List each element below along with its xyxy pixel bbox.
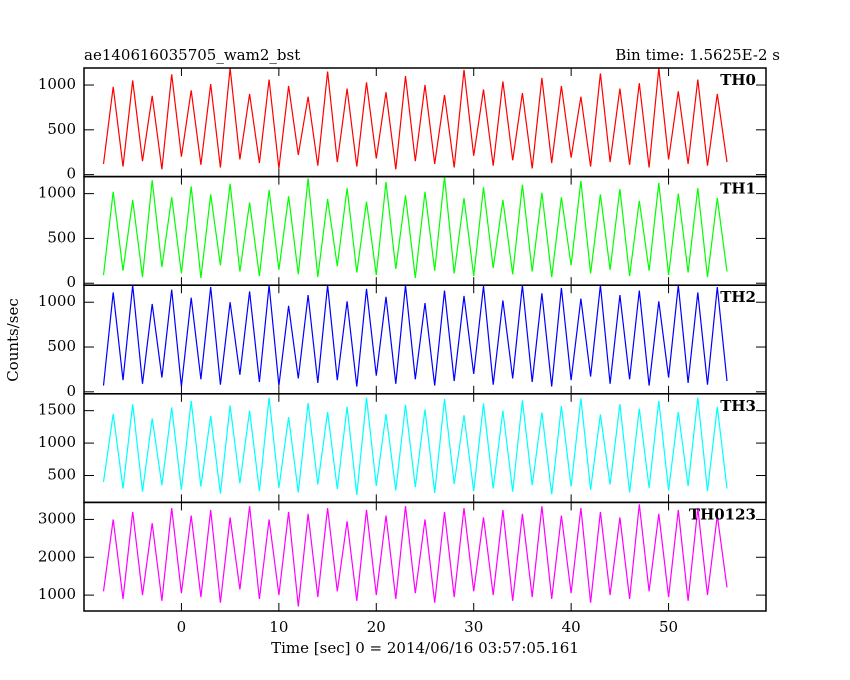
panel-label: TH0 <box>720 71 756 89</box>
y-tick-label: 3000 <box>38 509 76 527</box>
chart-subtitle: Bin time: 1.5625E-2 s <box>615 46 780 64</box>
y-tick-label: 500 <box>47 120 76 138</box>
x-tick-label: 0 <box>177 618 187 636</box>
y-tick-label: 0 <box>66 165 76 183</box>
y-tick-label: 500 <box>47 228 76 246</box>
y-tick-label: 2000 <box>38 547 76 565</box>
x-axis-label: Time [sec] 0 = 2014/06/16 03:57:05.161 <box>271 639 579 657</box>
y-tick-label: 1000 <box>38 585 76 603</box>
panel-frame <box>83 501 767 612</box>
panel-label: TH2 <box>720 288 756 306</box>
y-tick-label: 1000 <box>38 292 76 310</box>
panel-label: TH1 <box>720 180 756 198</box>
panel-label: TH0123 <box>689 505 756 523</box>
y-tick-label: 500 <box>47 337 76 355</box>
x-tick-label: 20 <box>367 618 386 636</box>
y-tick-label: 500 <box>47 465 76 483</box>
series-line <box>102 504 728 607</box>
series-line <box>102 397 728 495</box>
series-line <box>102 285 728 387</box>
x-tick-label: 30 <box>464 618 483 636</box>
y-tick-label: 1000 <box>38 433 76 451</box>
chart-title: ae140616035705_wam2_bst <box>84 46 300 64</box>
y-tick-label: 1000 <box>38 75 76 93</box>
y-axis-label: Counts/sec <box>4 298 22 382</box>
x-tick-label: 40 <box>562 618 581 636</box>
series-line <box>102 176 728 278</box>
y-tick-label: 1000 <box>38 184 76 202</box>
series-line <box>102 67 728 170</box>
x-tick-label: 50 <box>659 618 678 636</box>
panel-label: TH3 <box>720 397 756 415</box>
y-tick-label: 0 <box>66 273 76 291</box>
y-tick-label: 0 <box>66 382 76 400</box>
y-tick-label: 1500 <box>38 401 76 419</box>
x-tick-label: 10 <box>269 618 288 636</box>
